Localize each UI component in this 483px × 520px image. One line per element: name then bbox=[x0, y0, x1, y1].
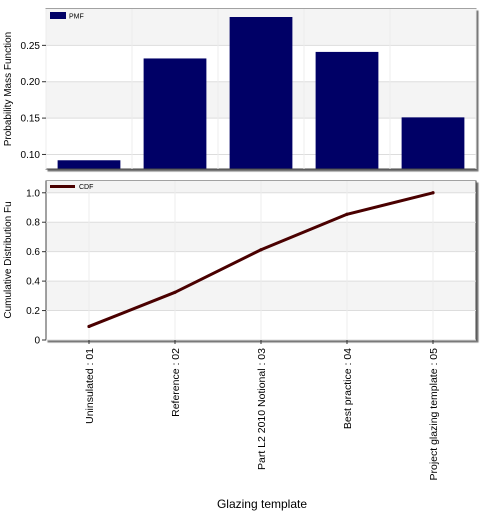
cdf-point bbox=[87, 324, 91, 329]
cdf-y-tick-label: 0 bbox=[34, 336, 40, 347]
pmf-y-tick-label: 0.10 bbox=[21, 150, 41, 161]
pmf-y-axis-label: Probability Mass Function bbox=[3, 32, 14, 147]
x-axis-title: Glazing template bbox=[217, 497, 307, 511]
pmf-bar bbox=[143, 58, 207, 169]
x-category-label: Best practice : 04 bbox=[342, 348, 354, 429]
cdf-legend-label: CDF bbox=[79, 184, 93, 191]
pmf-legend-label: PMF bbox=[69, 14, 84, 21]
pmf-bar bbox=[401, 117, 465, 169]
cdf-y-tick-label: 0.8 bbox=[26, 218, 40, 229]
x-category-label: Reference : 02 bbox=[170, 348, 182, 417]
cdf-point bbox=[345, 212, 349, 216]
cdf-y-tick-label: 1.0 bbox=[26, 188, 40, 199]
pmf-plot: 0.10 0.15 0.20 0.25 Probability Mass Functi… bbox=[3, 8, 477, 170]
cdf-series-line bbox=[87, 191, 435, 329]
pmf-bars bbox=[57, 17, 465, 169]
pmf-bar bbox=[315, 51, 379, 169]
cdf-y-tick-label: 0.6 bbox=[26, 247, 40, 258]
pmf-y-tick-label: 0.15 bbox=[21, 114, 41, 125]
cdf-plot: 0 0.2 0.4 0.6 0.8 1.0 Cumulative Distribution… bbox=[3, 180, 477, 347]
cdf-gridlines bbox=[46, 181, 476, 341]
cdf-legend: CDF bbox=[50, 184, 93, 191]
pmf-bar bbox=[229, 17, 293, 169]
x-category-label: Uninsulated : 01 bbox=[84, 348, 96, 424]
pmf-legend-swatch bbox=[50, 12, 66, 19]
pmf-bar bbox=[57, 160, 121, 169]
pmf-y-ticks: 0.10 0.15 0.20 0.25 bbox=[21, 41, 46, 161]
x-category-labels: Uninsulated : 01 Reference : 02 Part L2 20… bbox=[84, 340, 440, 481]
cdf-y-axis-label: Cumulative Distribution Fu bbox=[3, 201, 14, 318]
x-category-label: Part L2 2010 Notional : 03 bbox=[256, 348, 268, 470]
cdf-y-tick-label: 0.4 bbox=[26, 277, 40, 288]
cdf-point bbox=[431, 191, 435, 195]
pmf-legend: PMF bbox=[50, 12, 84, 21]
x-category-label: Project glazing template : 05 bbox=[428, 348, 440, 481]
cdf-point bbox=[173, 290, 177, 294]
cdf-y-ticks: 0 0.2 0.4 0.6 0.8 1.0 bbox=[26, 188, 46, 347]
pmf-y-tick-label: 0.25 bbox=[21, 41, 41, 52]
pmf-y-tick-label: 0.20 bbox=[21, 77, 41, 88]
cdf-y-tick-label: 0.2 bbox=[26, 306, 40, 317]
cdf-point bbox=[259, 248, 263, 252]
